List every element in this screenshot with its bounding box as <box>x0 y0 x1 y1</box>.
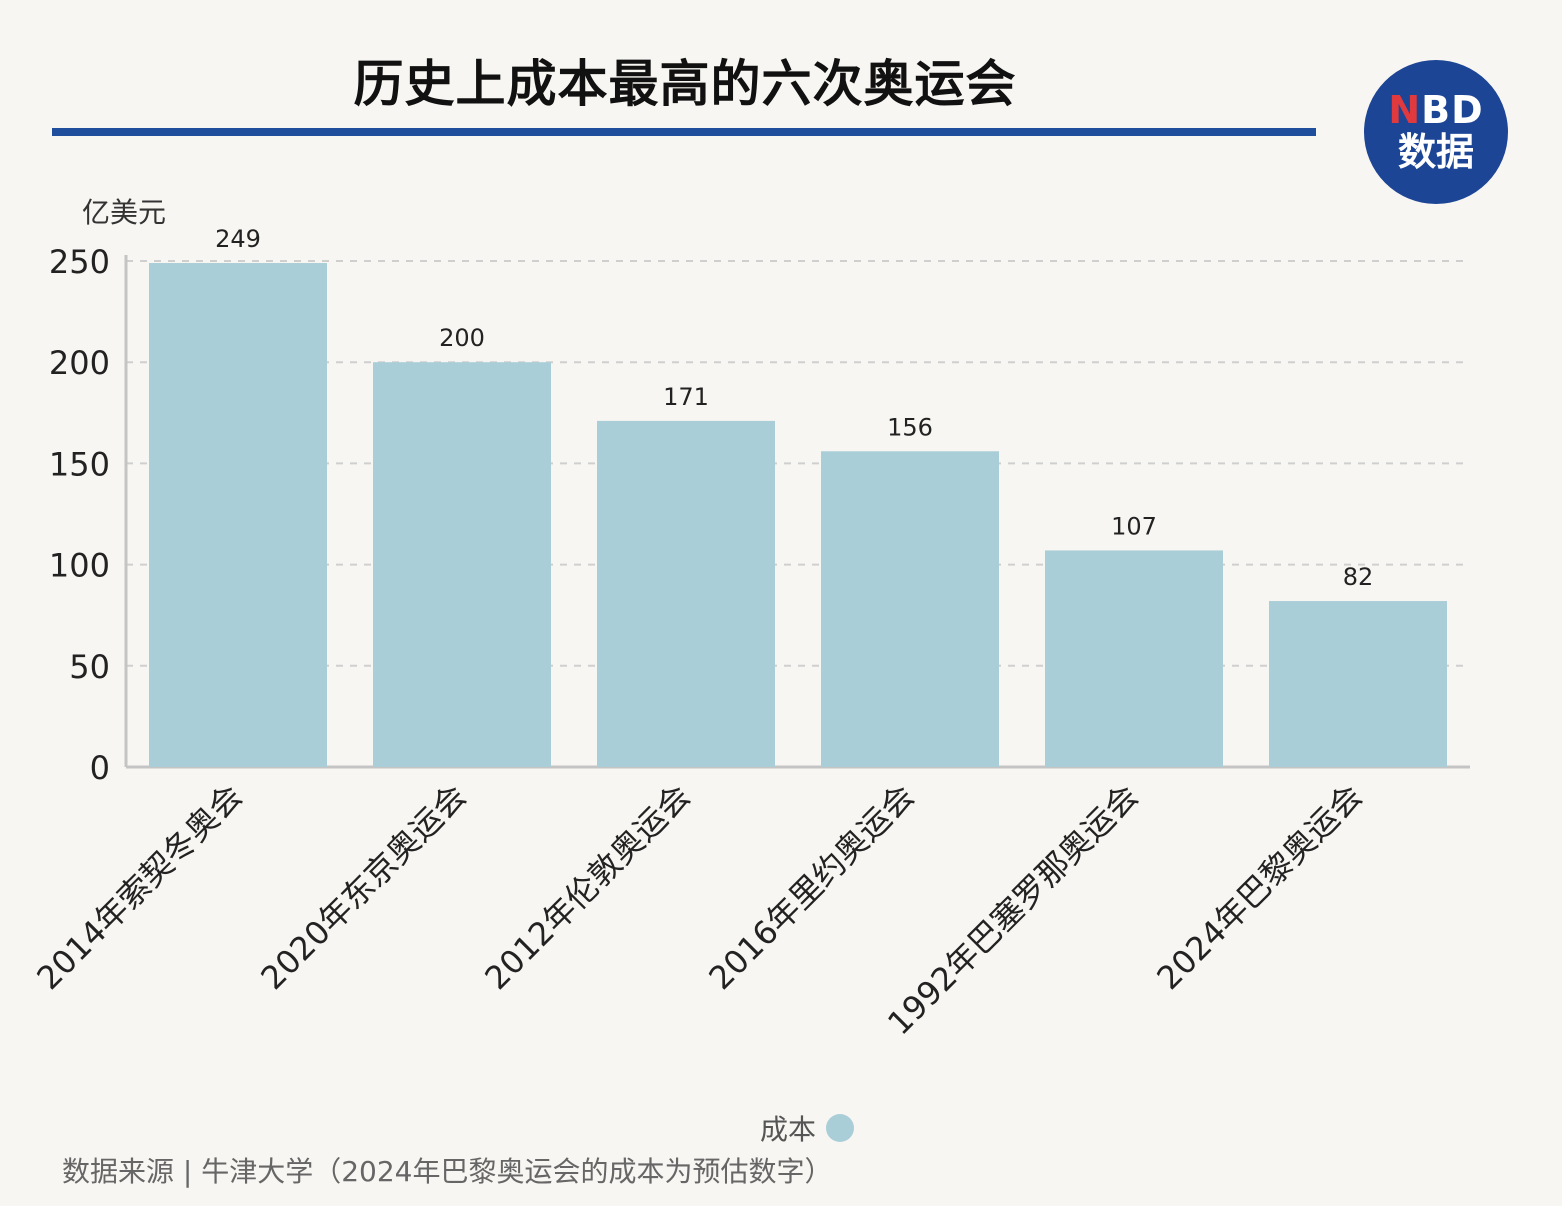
legend-swatch <box>826 1114 855 1142</box>
bar <box>597 420 775 767</box>
x-tick-label: 2012年伦敦奥运会 <box>477 777 697 997</box>
data-label: 107 <box>1111 512 1157 540</box>
logo-text: BD <box>1421 88 1484 133</box>
bar-chart: 0 50 100 150 200 250 亿美元 249 2014年索契冬奥会 200 2020年东… <box>29 196 1470 1042</box>
nbd-logo: NBD 数据 <box>1364 60 1508 204</box>
legend: 成本 <box>760 1108 855 1148</box>
x-tick-label: 1992年巴塞罗那奥运会 <box>880 777 1145 1042</box>
legend-label: 成本 <box>760 1113 817 1146</box>
x-tick-label: 2014年索契冬奥会 <box>29 777 249 997</box>
logo-accent: N <box>1388 88 1422 133</box>
y-tick-label: 200 <box>49 344 110 382</box>
data-label: 200 <box>439 324 485 352</box>
data-label: 156 <box>887 413 933 441</box>
source-note: 数据来源 | 牛津大学（2024年巴黎奥运会的成本为预估数字） <box>62 1155 833 1188</box>
bar <box>1045 550 1223 767</box>
data-label: 249 <box>215 225 261 253</box>
chart-title: 历史上成本最高的六次奥运会 <box>353 55 1017 113</box>
data-label: 82 <box>1343 563 1374 591</box>
bar <box>1269 601 1447 767</box>
bar <box>373 362 551 767</box>
y-tick-label: 100 <box>49 547 110 585</box>
y-tick-label: 50 <box>69 648 110 686</box>
bar <box>149 263 327 767</box>
x-tick-label: 2020年东京奥运会 <box>253 777 473 997</box>
x-tick-label: 2024年巴黎奥运会 <box>1149 777 1369 997</box>
data-label: 171 <box>663 383 709 411</box>
y-tick-label: 0 <box>90 749 110 787</box>
y-tick-label: 150 <box>49 445 110 483</box>
y-tick-label: 250 <box>49 243 110 281</box>
logo-subtext: 数据 <box>1397 130 1474 174</box>
y-axis-label: 亿美元 <box>82 196 166 229</box>
title-underline <box>52 128 1316 136</box>
x-tick-label: 2016年里约奥运会 <box>701 777 921 997</box>
bar <box>821 451 999 767</box>
